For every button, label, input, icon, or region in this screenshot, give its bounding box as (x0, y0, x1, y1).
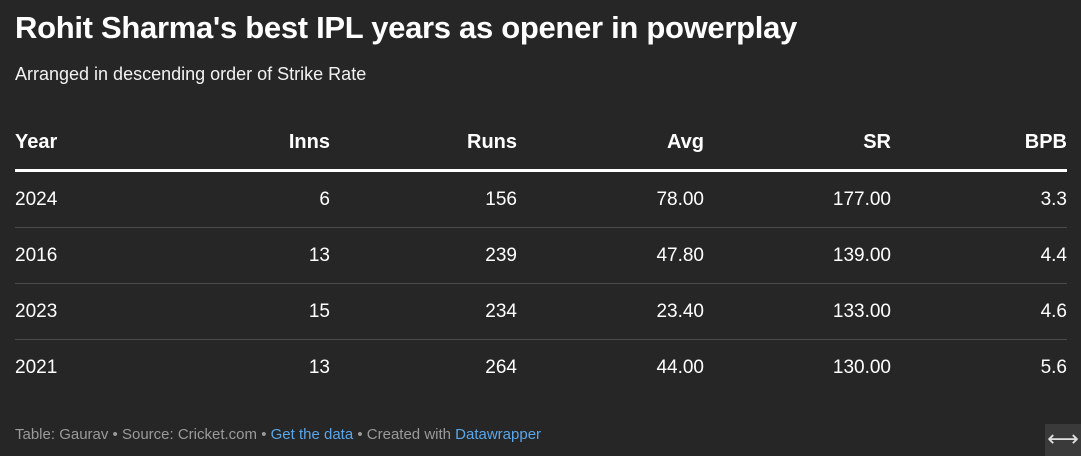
table-row: 2023 15 234 23.40 133.00 4.6 (15, 283, 1067, 340)
expand-button[interactable]: ⟷ (1045, 424, 1081, 456)
cell-year: 2016 (15, 227, 142, 284)
table-row: 2016 13 239 47.80 139.00 4.4 (15, 227, 1067, 284)
cell-sr: 133.00 (704, 283, 891, 340)
expand-arrows-icon: ⟷ (1047, 427, 1079, 452)
footer-separator: • (108, 426, 122, 443)
chart-subtitle: Arranged in descending order of Strike R… (15, 64, 367, 84)
table-header-row: Year Inns Runs Avg SR BPB (15, 116, 1067, 172)
cell-avg: 47.80 (517, 227, 704, 284)
get-the-data-link[interactable]: Get the data (270, 426, 354, 443)
cell-year: 2021 (15, 356, 58, 378)
column-header-sr[interactable]: SR (704, 116, 891, 172)
footer-separator: • (353, 426, 367, 443)
cell-year: 2023 (15, 283, 142, 340)
cell-sr: 130.00 (832, 356, 891, 378)
cell-inns: 15 (142, 283, 330, 340)
cell-inns: 13 (142, 227, 330, 284)
cell-bpb: 3.3 (891, 170, 1067, 228)
footer-source: Source: Cricket.com (121, 426, 258, 443)
table-row: 2024 6 156 78.00 177.00 3.3 (15, 170, 1067, 228)
cell-bpb: 5.6 (1040, 356, 1067, 378)
cell-bpb: 4.4 (891, 227, 1067, 284)
cell-sr: 177.00 (704, 170, 891, 228)
cell-sr: 139.00 (704, 227, 891, 284)
datawrapper-link[interactable]: Datawrapper (455, 426, 542, 443)
column-header-avg[interactable]: Avg (517, 116, 704, 172)
chart-title: Rohit Sharma's best IPL years as opener … (15, 10, 797, 45)
cell-avg: 78.00 (517, 170, 704, 228)
cell-runs: 239 (330, 227, 517, 284)
column-header-inns[interactable]: Inns (142, 116, 330, 172)
footer-created-with: Created with (366, 426, 456, 443)
footer-separator: • (257, 426, 271, 443)
cell-inns: 6 (142, 170, 330, 228)
cell-bpb: 4.6 (891, 283, 1067, 340)
cell-avg: 44.00 (656, 356, 704, 378)
table-row: 2021 13 264 44.00 130.00 5.6 (15, 340, 1067, 396)
column-header-year[interactable]: Year (15, 116, 142, 172)
footer-table-by: Table: Gaurav (15, 426, 109, 443)
cell-year: 2024 (15, 170, 142, 228)
data-table: Year Inns Runs Avg SR BPB 2024 6 156 78.… (15, 116, 1067, 395)
cell-runs: 156 (330, 170, 517, 228)
cell-avg: 23.40 (517, 283, 704, 340)
cell-inns: 13 (308, 356, 330, 378)
cell-runs: 264 (485, 356, 517, 378)
chart-footer: Table: Gaurav • Source: Cricket.com • Ge… (15, 425, 541, 445)
cell-runs: 234 (330, 283, 517, 340)
column-header-runs[interactable]: Runs (330, 116, 517, 172)
column-header-bpb[interactable]: BPB (891, 116, 1067, 172)
